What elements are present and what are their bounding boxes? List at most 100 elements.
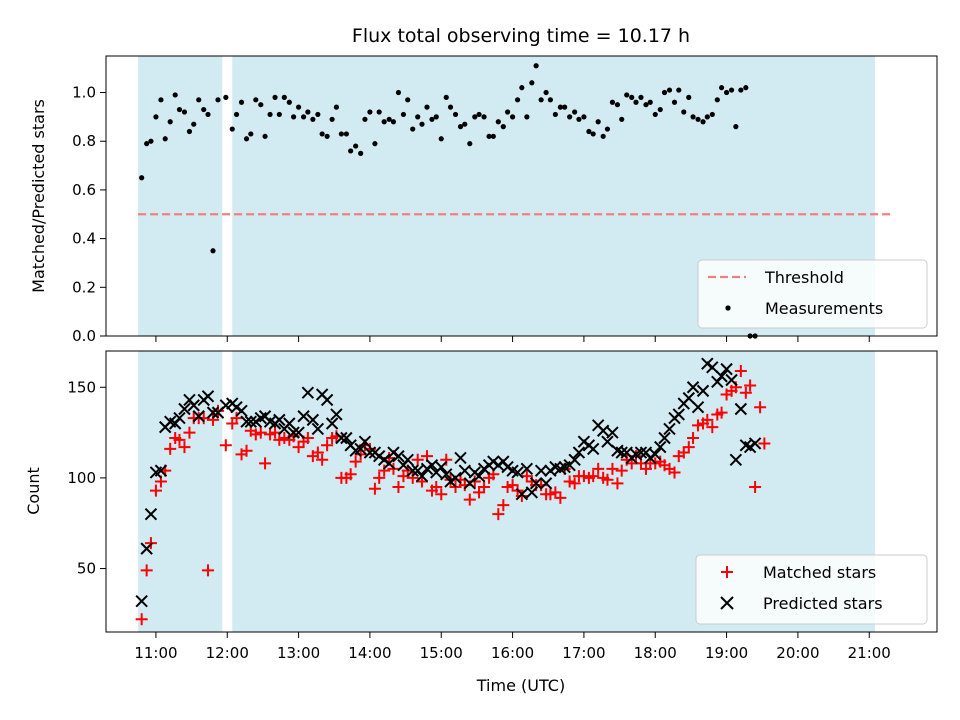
predicted-star-point xyxy=(511,466,524,479)
measurement-point xyxy=(633,99,639,105)
measurement-point xyxy=(181,109,188,115)
measurement-point xyxy=(576,116,582,122)
ratio-panel: 0.0 0.2 0.4 0.6 0.8 1.0 Matched/Predicted sta… xyxy=(29,55,938,345)
measurement-point xyxy=(743,85,749,91)
matched-star-point xyxy=(316,453,329,466)
measurement-point xyxy=(215,97,221,103)
predicted-star-point xyxy=(568,453,581,466)
predicted-star-point xyxy=(144,507,158,521)
measurement-point xyxy=(519,85,525,91)
measurement-point xyxy=(472,114,478,120)
matched-star-point xyxy=(568,477,581,490)
measurement-point xyxy=(172,92,178,98)
matched-star-point xyxy=(749,480,762,493)
x-tick-label: 17:00 xyxy=(562,644,605,662)
predicted-star-point xyxy=(615,446,628,459)
count-legend: Matched stars Predicted stars xyxy=(695,554,928,625)
measurement-point xyxy=(367,109,373,115)
y-tick-label: 0.4 xyxy=(72,230,96,248)
measurement-point xyxy=(671,99,678,105)
measurement-point xyxy=(186,128,193,135)
matched-star-point xyxy=(411,453,424,466)
measurement-point xyxy=(600,133,606,139)
matched-star-point xyxy=(492,508,505,521)
measurement-point xyxy=(652,111,658,118)
measurement-point xyxy=(139,175,145,181)
matched-star-point xyxy=(682,441,695,454)
measurement-point xyxy=(695,116,701,122)
predicted-star-point xyxy=(187,399,200,412)
measurement-point xyxy=(153,114,159,120)
matched-star-point xyxy=(615,464,628,477)
count-legend-box xyxy=(695,554,928,625)
y-tick-label: 0.2 xyxy=(72,278,96,296)
measurement-point xyxy=(419,121,425,127)
matched-star-point xyxy=(178,441,191,454)
measurement-point xyxy=(704,114,710,120)
predicted-star-point xyxy=(292,426,305,439)
measurement-point xyxy=(148,138,154,144)
matched-star-point xyxy=(611,477,624,490)
x-tick-label: 21:00 xyxy=(848,644,891,662)
predicted-star-point xyxy=(682,391,695,405)
ratio-y-axis-label: Matched/Predicted stars xyxy=(29,99,48,293)
measurement-point xyxy=(581,114,587,120)
measurement-point xyxy=(686,94,692,100)
predicted-star-point xyxy=(401,453,414,466)
measurement-point xyxy=(661,89,668,96)
measurement-point xyxy=(595,119,601,125)
measurement-point xyxy=(586,128,592,135)
measurement-point xyxy=(504,109,511,115)
matched-star-point xyxy=(392,480,405,493)
predicted-star-point xyxy=(472,469,486,483)
measurement-point xyxy=(343,131,349,137)
x-tick-label: 19:00 xyxy=(705,644,748,662)
measurement-point xyxy=(447,104,454,110)
y-tick-label: 100 xyxy=(67,469,96,487)
predicted-star-point xyxy=(525,486,539,499)
measurement-point xyxy=(557,104,563,110)
predicted-star-point xyxy=(649,448,662,461)
matched-star-point xyxy=(758,437,771,450)
predicted-legend-label: Predicted stars xyxy=(763,594,883,613)
measurement-point xyxy=(381,119,387,125)
count-y-axis-label: Count xyxy=(24,467,43,515)
measurement-point xyxy=(253,97,259,103)
predicted-star-point xyxy=(154,464,168,477)
measurement-point xyxy=(462,121,468,127)
predicted-star-point xyxy=(192,410,205,423)
matched-star-point xyxy=(463,493,476,506)
measurement-point xyxy=(315,111,321,118)
predicted-star-point xyxy=(306,413,320,427)
matched-legend-swatch xyxy=(721,566,733,578)
predicted-star-point xyxy=(354,442,367,456)
measurement-point xyxy=(614,102,621,108)
predicted-star-point xyxy=(301,386,315,399)
matched-star-point xyxy=(269,426,282,439)
count-panel-frame xyxy=(105,350,938,633)
predicted-star-point xyxy=(244,415,258,428)
predicted-star-point xyxy=(596,424,610,437)
predicted-star-point xyxy=(691,400,705,414)
matched-star-point xyxy=(515,490,528,503)
measurement-point xyxy=(229,126,235,132)
matched-star-point xyxy=(406,471,419,484)
measurement-point xyxy=(590,131,596,137)
predicted-star-point xyxy=(586,442,600,456)
measurement-point xyxy=(281,94,287,100)
measurement-point xyxy=(690,114,696,120)
ratio-legend: Threshold Measurements xyxy=(697,259,928,329)
matched-star-point xyxy=(415,475,428,488)
predicted-star-point xyxy=(572,446,586,459)
predicted-star-point xyxy=(729,453,743,466)
predicted-star-point xyxy=(672,408,685,421)
measurement-point xyxy=(514,97,521,103)
measurements-legend-swatch xyxy=(725,305,731,311)
predicted-star-point xyxy=(140,542,153,555)
measurement-point xyxy=(604,126,611,132)
matched-star-point xyxy=(149,484,162,497)
x-tick-label: 13:00 xyxy=(277,644,320,662)
measurement-point xyxy=(723,89,730,96)
measurement-point xyxy=(572,109,578,115)
